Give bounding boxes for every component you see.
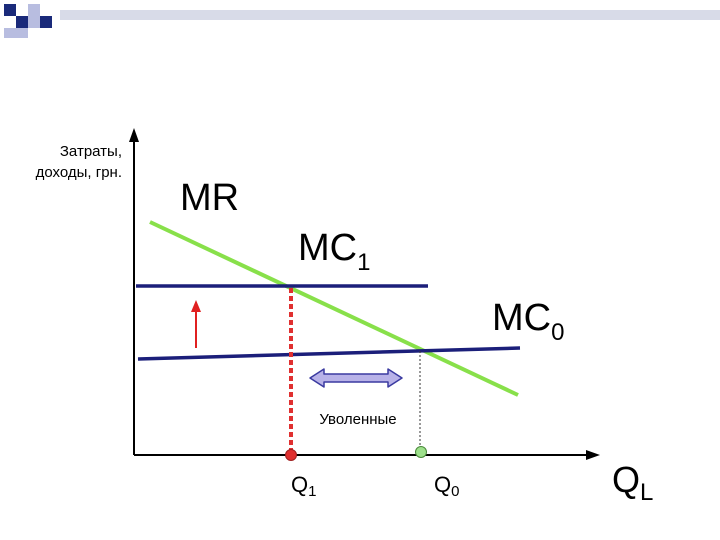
y-axis-label-line2: доходы, грн. xyxy=(36,164,122,181)
mr-label: MR xyxy=(180,177,239,219)
q0-label: Q0 xyxy=(434,472,459,500)
x-axis-label-sub: L xyxy=(640,479,653,506)
q0-label-main: Q xyxy=(434,472,451,497)
q1-marker xyxy=(285,449,297,461)
decor-square-1 xyxy=(4,4,16,16)
decor-square-6 xyxy=(16,28,28,38)
mc0-label-sub: 0 xyxy=(551,319,564,346)
decor-square-2 xyxy=(16,16,28,28)
mc1-label-sub: 1 xyxy=(357,249,370,276)
decor-square-3 xyxy=(28,4,40,16)
axes xyxy=(129,128,600,460)
y-axis-label-line1: Затраты, xyxy=(60,143,122,160)
mc0-label-main: MC xyxy=(492,297,551,339)
mc0-line xyxy=(137,346,521,361)
header-decoration xyxy=(4,4,720,38)
up-arrow xyxy=(191,300,201,348)
q0-label-sub: 0 xyxy=(451,483,459,500)
fired-label: Уволенные xyxy=(319,411,396,428)
q1-label: Q1 xyxy=(291,472,316,500)
q1-label-sub: 1 xyxy=(308,483,316,500)
q0-marker xyxy=(415,446,427,458)
x-axis-label: QL xyxy=(612,459,653,506)
x-axis-arrowhead xyxy=(586,450,600,460)
x-axis-label-main: Q xyxy=(612,459,640,500)
mc0-label: MC0 xyxy=(492,297,564,346)
y-axis-arrowhead xyxy=(129,128,139,142)
decor-square-4 xyxy=(40,16,52,28)
mr-line xyxy=(149,220,519,397)
double-arrow xyxy=(309,368,403,388)
q1-label-main: Q xyxy=(291,472,308,497)
decor-square-7 xyxy=(28,16,40,28)
decor-square-5 xyxy=(4,28,16,38)
header-stripe xyxy=(60,10,720,20)
mc1-label: MC1 xyxy=(298,227,370,276)
mc1-label-main: MC xyxy=(298,227,357,269)
